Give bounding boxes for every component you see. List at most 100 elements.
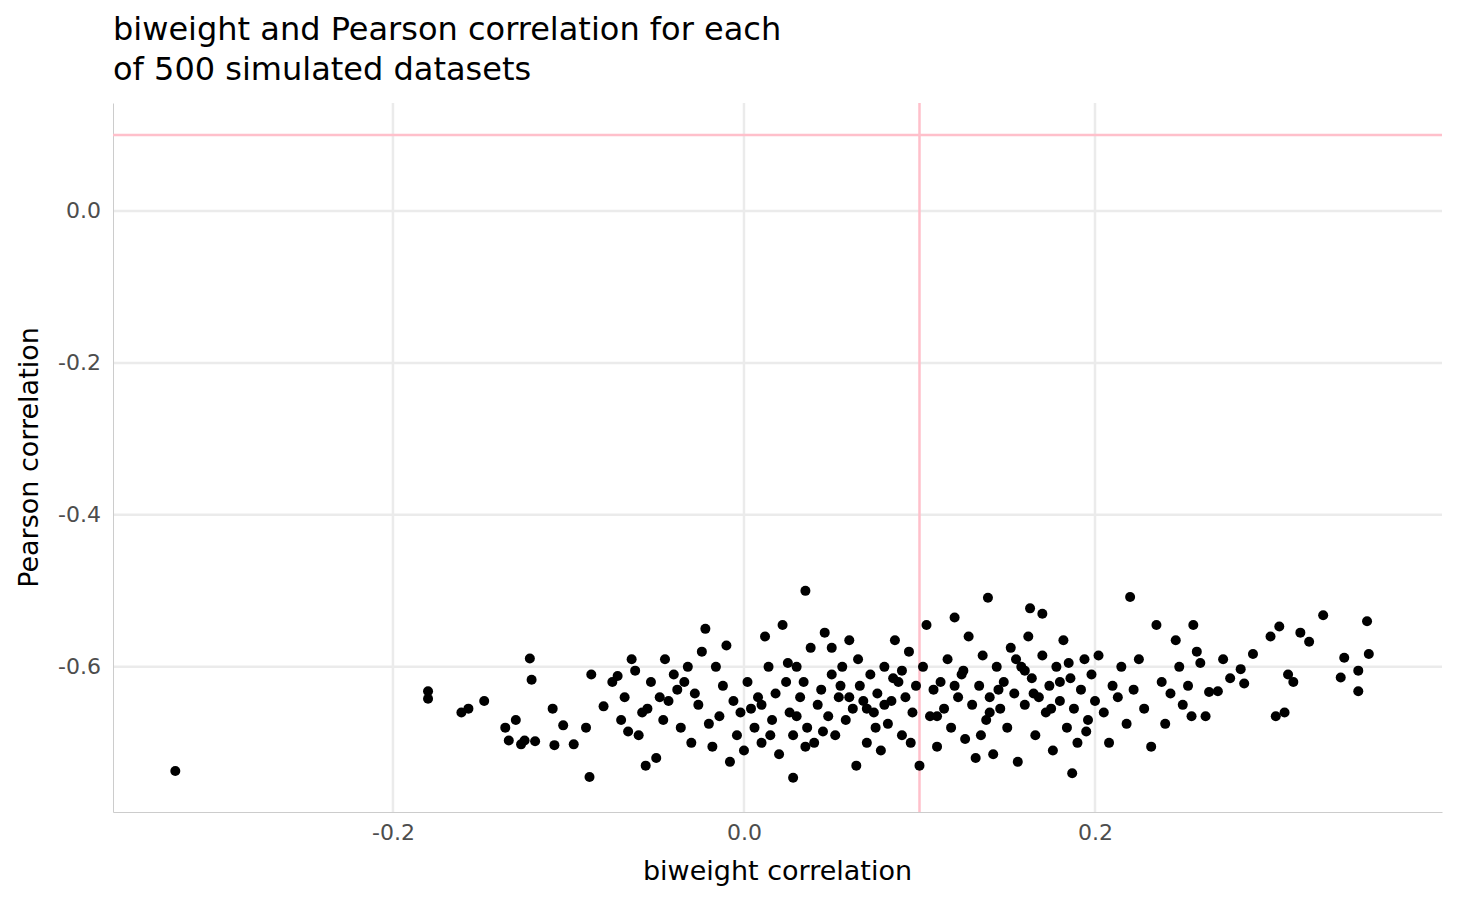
point — [1009, 688, 1019, 698]
point — [599, 701, 609, 711]
point — [585, 772, 595, 782]
point — [834, 692, 844, 702]
point — [746, 704, 756, 714]
point — [1139, 704, 1149, 714]
y-grid-line — [113, 514, 1442, 517]
point — [739, 745, 749, 755]
y-grid-line — [113, 362, 1442, 365]
point — [732, 730, 742, 740]
point — [788, 773, 798, 783]
point — [646, 677, 656, 687]
y-grid-line — [113, 210, 1442, 213]
point — [1094, 650, 1104, 660]
point — [642, 704, 652, 714]
point — [613, 671, 623, 681]
point — [862, 738, 872, 748]
point — [879, 700, 889, 710]
point — [827, 643, 837, 653]
point — [992, 662, 1002, 672]
point — [1239, 679, 1249, 689]
y-axis: 0.0-0.2-0.4-0.6 — [58, 104, 113, 813]
reference-line-y — [113, 134, 1442, 137]
point — [1160, 719, 1170, 729]
title-line: biweight and Pearson correlation for eac… — [113, 10, 781, 48]
point — [1129, 685, 1139, 695]
point — [929, 685, 939, 695]
point — [1006, 643, 1016, 653]
point — [985, 707, 995, 717]
point — [813, 700, 823, 710]
point — [1076, 685, 1086, 695]
point — [771, 688, 781, 698]
point — [1013, 757, 1023, 767]
x-axis-line — [114, 812, 1443, 813]
point — [1046, 704, 1056, 714]
point — [1113, 692, 1123, 702]
point — [620, 692, 630, 702]
point — [960, 734, 970, 744]
grid — [113, 103, 1442, 812]
point — [922, 620, 932, 630]
point — [855, 681, 865, 691]
point — [995, 704, 1005, 714]
point — [809, 738, 819, 748]
point — [907, 707, 917, 717]
point — [672, 685, 682, 695]
point — [1318, 610, 1328, 620]
point — [1020, 666, 1030, 676]
point — [704, 719, 714, 729]
point — [423, 694, 433, 704]
point — [586, 669, 596, 679]
point — [1183, 681, 1193, 691]
x-tick: 0.2 — [1078, 812, 1113, 845]
point — [1218, 654, 1228, 664]
point — [1146, 742, 1156, 752]
point — [781, 677, 791, 687]
point — [1069, 704, 1079, 714]
point — [527, 675, 537, 685]
y-tick-label: -0.2 — [58, 350, 101, 375]
point — [686, 738, 696, 748]
point — [1122, 719, 1132, 729]
point — [976, 730, 986, 740]
point — [1178, 700, 1188, 710]
point — [735, 707, 745, 717]
point — [906, 738, 916, 748]
point — [914, 761, 924, 771]
point — [679, 677, 689, 687]
point — [511, 715, 521, 725]
point — [1304, 637, 1314, 647]
point — [872, 688, 882, 698]
point — [1099, 707, 1109, 717]
point — [757, 738, 767, 748]
point — [879, 662, 889, 672]
point — [851, 761, 861, 771]
point — [939, 704, 949, 714]
point — [1201, 711, 1211, 721]
point — [806, 643, 816, 653]
point — [1116, 662, 1126, 672]
point — [530, 736, 540, 746]
x-tick-label: 0.2 — [1078, 820, 1113, 845]
point — [504, 736, 514, 746]
point — [520, 736, 530, 746]
point — [569, 739, 579, 749]
point — [1065, 673, 1075, 683]
point — [876, 745, 886, 755]
point — [1204, 687, 1214, 697]
point — [1108, 681, 1118, 691]
point — [1353, 666, 1363, 676]
point — [1174, 662, 1184, 672]
point — [830, 730, 840, 740]
point — [818, 726, 828, 736]
point — [862, 704, 872, 714]
x-grid-line — [392, 103, 395, 812]
title-line: of 500 simulated datasets — [113, 50, 531, 88]
x-tick: -0.2 — [372, 812, 415, 845]
point — [1213, 686, 1223, 696]
point — [1336, 672, 1346, 682]
point — [718, 681, 728, 691]
point — [630, 666, 640, 676]
point — [660, 654, 670, 664]
point — [844, 635, 854, 645]
